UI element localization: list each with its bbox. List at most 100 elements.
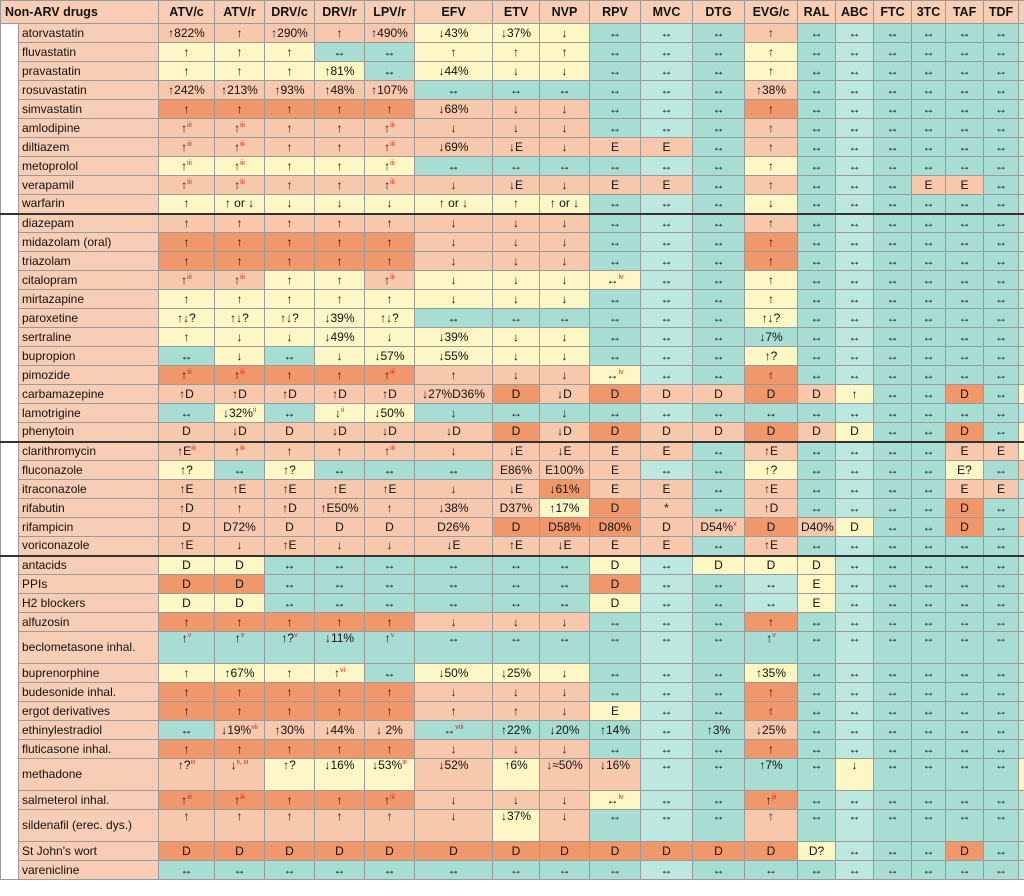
interaction-cell: ↔ — [158, 720, 216, 740]
interaction-value: ↔ — [848, 557, 861, 572]
interaction-cell: ↔ — [911, 118, 947, 138]
interaction-value: ↔ — [609, 614, 622, 629]
interaction-cell: ↑ — [214, 251, 266, 271]
interaction-value: ↔ — [958, 557, 971, 572]
interaction-cell: ↔ — [797, 270, 837, 290]
interaction-cell: ↔ — [873, 758, 913, 791]
interaction-cell: ↓ — [414, 790, 494, 810]
interaction-value: ↔ — [995, 595, 1008, 610]
drug-name: salmeterol inhal. — [17, 790, 160, 810]
interaction-value: ↑ — [286, 101, 293, 116]
interaction-value: ↔ — [712, 215, 725, 230]
interaction-cell: ↑6% — [492, 758, 541, 791]
interaction-value: ↔ — [958, 809, 971, 823]
interaction-value: ↔ — [886, 843, 899, 858]
interaction-cell: ↔ — [945, 156, 985, 176]
interaction-value: ↔ — [922, 462, 935, 477]
drug-name: ergot derivatives — [17, 701, 160, 721]
interaction-cell: ↓ — [539, 403, 591, 423]
interaction-cell: ↔ — [314, 860, 366, 880]
interaction-cell: E — [983, 440, 1020, 461]
interaction-cell: ↑ — [264, 289, 316, 309]
interaction-value: ↔ — [886, 177, 899, 192]
interaction-value: ↓ — [513, 329, 520, 344]
interaction-value: ↑7% — [759, 758, 783, 772]
interaction-value: ↔ — [510, 557, 523, 572]
footnote-marker: iii — [187, 178, 192, 186]
interaction-value: D — [182, 843, 191, 858]
drug-name: rosuvastatin — [17, 80, 160, 100]
interaction-value: ↓ — [286, 196, 293, 211]
interaction-value: ↑107% — [371, 82, 408, 97]
interaction-cell: ↑iii — [744, 790, 799, 810]
interaction-value: ↔ — [810, 722, 823, 737]
interaction-value: ↔ — [848, 862, 861, 877]
interaction-cell: ↓ — [539, 289, 591, 309]
interaction-value: ↓ — [236, 538, 243, 553]
interaction-cell: ↔ — [797, 251, 837, 271]
interaction-value: ↑490% — [371, 25, 408, 40]
interaction-value: ↔ — [510, 576, 523, 591]
interaction-cell: D — [797, 554, 837, 575]
interaction-cell: D — [744, 422, 799, 442]
interaction-cell: ↔ — [835, 860, 875, 880]
interaction-cell: ↔ — [492, 403, 541, 423]
interaction-value: ↔ — [848, 310, 861, 325]
interaction-cell: ↓ — [414, 251, 494, 271]
interaction-value: ↓ — [513, 234, 520, 249]
interaction-value: ↔ — [510, 158, 523, 173]
interaction-value: ↑ — [234, 120, 241, 135]
interaction-value: ↔ — [922, 291, 935, 306]
interaction-value: ↑ — [336, 234, 343, 249]
interaction-cell: ↑ — [264, 701, 316, 721]
interaction-value: D — [235, 557, 244, 572]
interaction-value: ↔ — [606, 792, 619, 807]
interaction-value: ↔ — [810, 665, 823, 680]
interaction-cell: ↓ — [539, 99, 591, 119]
interaction-cell: ↔ — [873, 612, 913, 632]
column-header-rpv: RPV — [589, 0, 642, 24]
interaction-value: ↑ — [286, 272, 293, 287]
interaction-cell: ↔ — [589, 663, 642, 683]
interaction-cell: ↔ — [640, 860, 694, 880]
interaction-value: ↔ — [958, 291, 971, 306]
interaction-cell: ↑D — [158, 384, 216, 404]
interaction-cell: ↔ — [873, 346, 913, 366]
interaction-value: ↔ — [810, 348, 823, 363]
interaction-value: ↔ — [660, 595, 673, 610]
interaction-value: ↑ — [183, 63, 190, 78]
interaction-value: ↑ — [286, 234, 293, 249]
interaction-value: ↔ — [510, 310, 523, 325]
interaction-value: ↔ — [958, 25, 971, 40]
interaction-cell: ↑ — [744, 156, 799, 176]
interaction-value: ↔ — [848, 576, 861, 591]
interaction-value: ↔ — [712, 158, 725, 173]
footnote-marker: v — [294, 632, 298, 640]
interaction-value: ↔ — [712, 348, 725, 363]
interaction-value: ↑ — [336, 367, 343, 382]
interaction-cell: ↔ — [911, 137, 947, 157]
interaction-value: ↔ — [810, 792, 823, 807]
drug-name: verapamil — [17, 175, 160, 195]
interaction-cell: ↔ — [873, 384, 913, 404]
interaction-cell: ↔ — [214, 860, 266, 880]
interaction-value: ↓20% — [549, 722, 580, 737]
interaction-value: ↓ — [561, 291, 568, 306]
interaction-cell: ↓32%ii — [214, 403, 266, 423]
interaction-value: D — [766, 386, 776, 401]
interaction-cell: ↔ — [797, 790, 837, 810]
interaction-cell: ↑iii — [158, 137, 216, 157]
interaction-value: ↔ — [922, 862, 935, 877]
interaction-value: ↔ — [180, 348, 193, 363]
interaction-cell: ↔ — [911, 327, 947, 347]
interaction-value: D — [235, 595, 244, 610]
interaction-cell: ↑ — [158, 739, 216, 759]
interaction-value: ↔ — [609, 234, 622, 249]
interaction-cell: ↔ — [1018, 23, 1024, 43]
interaction-value: ↔ — [660, 291, 673, 306]
footnote-marker: v — [390, 632, 395, 640]
interaction-value: ↓ — [561, 253, 568, 268]
interaction-cell: ↓ — [539, 809, 591, 842]
interaction-cell: D — [264, 841, 316, 861]
interaction-value: D — [766, 424, 776, 439]
